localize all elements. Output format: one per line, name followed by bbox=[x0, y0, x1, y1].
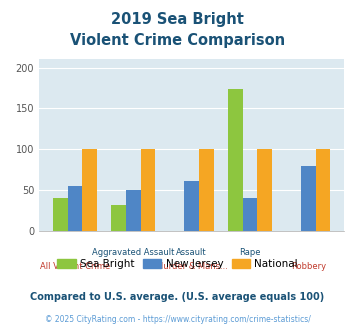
Bar bbox=[316, 149, 331, 231]
Text: Rape: Rape bbox=[239, 248, 261, 257]
Bar bbox=[53, 198, 67, 231]
Bar bbox=[111, 205, 126, 231]
Text: All Violent Crime: All Violent Crime bbox=[40, 262, 110, 271]
Bar bbox=[257, 149, 272, 231]
Bar bbox=[141, 149, 155, 231]
Text: Compared to U.S. average. (U.S. average equals 100): Compared to U.S. average. (U.S. average … bbox=[31, 292, 324, 302]
Bar bbox=[126, 190, 141, 231]
Bar bbox=[301, 166, 316, 231]
Text: Murder & Mans...: Murder & Mans... bbox=[156, 262, 228, 271]
Bar bbox=[243, 198, 257, 231]
Text: Robbery: Robbery bbox=[291, 262, 326, 271]
Text: Assault: Assault bbox=[176, 248, 207, 257]
Bar bbox=[199, 149, 214, 231]
Text: 2019 Sea Bright: 2019 Sea Bright bbox=[111, 12, 244, 26]
Bar bbox=[184, 181, 199, 231]
Legend: Sea Bright, New Jersey, National: Sea Bright, New Jersey, National bbox=[53, 254, 302, 273]
Text: Violent Crime Comparison: Violent Crime Comparison bbox=[70, 33, 285, 48]
Bar bbox=[228, 89, 243, 231]
Bar bbox=[82, 149, 97, 231]
Text: Aggravated Assault: Aggravated Assault bbox=[92, 248, 174, 257]
Text: © 2025 CityRating.com - https://www.cityrating.com/crime-statistics/: © 2025 CityRating.com - https://www.city… bbox=[45, 315, 310, 324]
Bar bbox=[67, 186, 82, 231]
